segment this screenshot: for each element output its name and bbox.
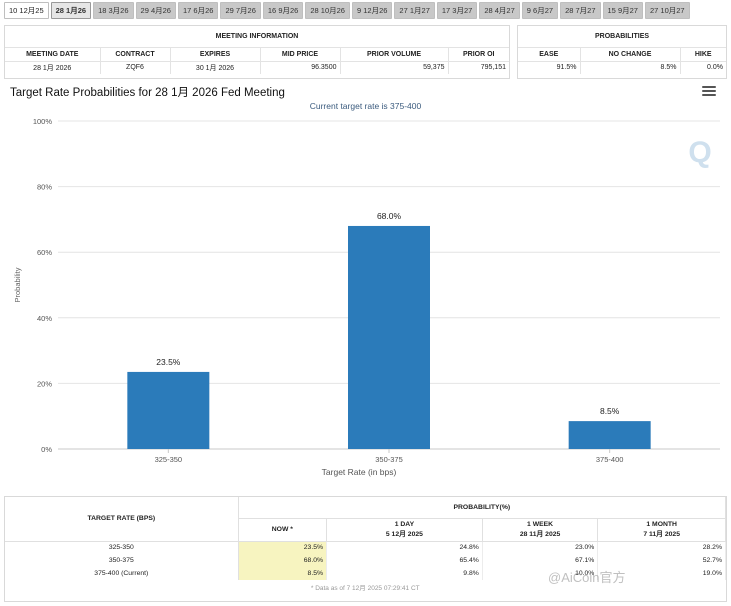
probability-cell: 52.7%: [597, 554, 726, 567]
probability-chart: 0% 20% 40% 60% 80% 100% Q 23.5% 325-350 68.0% 350-…: [13, 117, 720, 477]
table-row: 325-350 23.5% 24.8% 23.0% 28.2%: [5, 541, 726, 554]
y-tick-label: 40%: [37, 314, 52, 323]
y-tick-label: 20%: [37, 379, 52, 388]
prob-col-label: NOW *: [271, 526, 293, 533]
prob-col-label: 1 MONTH: [646, 521, 677, 528]
y-tick-label: 80%: [37, 183, 52, 192]
col-mid-price: MID PRICE: [260, 47, 341, 62]
col-expires: EXPIRES: [170, 47, 261, 62]
x-tick-label: 375-400: [596, 455, 624, 464]
meeting-tab[interactable]: 10 12月25: [4, 2, 49, 19]
prob-col-date: 28 11月 2025: [519, 531, 561, 538]
data-label: 23.5%: [156, 357, 181, 367]
meeting-tab[interactable]: 27 10月27: [644, 2, 690, 19]
x-axis-title: Target Rate (in bps): [322, 467, 397, 477]
meeting-date-value: 28 1月 2026: [5, 61, 101, 74]
ease-value: 91.5%: [518, 61, 581, 74]
meeting-tab[interactable]: 28 1月26: [50, 2, 92, 19]
meeting-tab[interactable]: 28 4月27: [479, 2, 520, 19]
probability-cell: 9.8%: [326, 567, 483, 580]
x-tick-label: 350-375: [375, 455, 403, 464]
data-label: 8.5%: [600, 406, 620, 416]
probability-cell: 23.0%: [482, 541, 599, 554]
meeting-info-panel: MEETING INFORMATION MEETING DATE CONTRAC…: [4, 25, 510, 79]
y-tick-label: 100%: [33, 117, 53, 126]
meeting-tab[interactable]: 9 12月26: [351, 2, 393, 19]
probability-cell: 24.8%: [326, 541, 483, 554]
x-tick-label: 325-350: [155, 455, 183, 464]
prob-col-date: 7 11月 2025: [643, 531, 680, 538]
y-tick-label: 60%: [37, 248, 52, 257]
probability-cell: 65.4%: [326, 554, 483, 567]
meeting-tab[interactable]: 16 9月26: [262, 2, 304, 19]
meeting-tab[interactable]: 29 4月26: [135, 2, 176, 19]
hike-value: 0.0%: [707, 64, 723, 72]
probability-cell: 10.0%: [482, 567, 599, 580]
meeting-tab[interactable]: 17 6月26: [177, 2, 219, 19]
bar: [568, 421, 651, 449]
col-prior-oi: PRIOR OI: [448, 47, 509, 62]
prior-oi-value: 795,151: [480, 64, 506, 72]
col-contract: CONTRACT: [100, 47, 171, 62]
probabilities-panel: PROBABILITIES EASE NO CHANGE HIKE 91.5% …: [517, 25, 727, 79]
rate-label: 350-375: [5, 554, 239, 567]
y-axis-title: Probability: [13, 267, 22, 302]
col-meeting-date: MEETING DATE: [5, 47, 101, 62]
meeting-tabs: 10 12月25 28 1月26 18 3月26 29 4月26 17 6月26 29 7…: [4, 2, 690, 20]
chart-subtitle: Current target rate is 375-400: [309, 101, 422, 111]
expires-value: 30 1月 2026: [170, 61, 261, 74]
col-ease: EASE: [518, 47, 581, 62]
y-tick-label: 0%: [41, 445, 52, 454]
prob-col-header: 1 DAY 5 12月 2025: [326, 518, 483, 542]
target-rate-header: TARGET RATE (BPS): [5, 497, 239, 542]
prob-col-date: 5 12月 2025: [385, 531, 423, 538]
prob-col-label: 1 WEEK: [527, 521, 554, 528]
no-change-value: 8.5%: [580, 61, 681, 74]
mid-price-value: 96.3500: [260, 61, 341, 74]
probability-table: TARGET RATE (BPS) PROBABILITY(%) NOW * 1 …: [4, 496, 727, 602]
meeting-tab[interactable]: 15 9月27: [602, 2, 643, 19]
bar: [127, 371, 210, 449]
prob-col-header: NOW *: [238, 518, 328, 542]
bar: [348, 225, 430, 449]
probability-cell: 19.0%: [597, 567, 726, 580]
prob-col-label: 1 DAY: [394, 521, 415, 528]
meeting-tab[interactable]: 27 1月27: [394, 2, 435, 19]
meeting-tab[interactable]: 17 3月27: [436, 2, 478, 19]
prob-col-header: 1 WEEK 28 11月 2025: [482, 518, 599, 542]
probability-cell: 68.0%: [238, 554, 328, 567]
table-row: 375-400 (Current) 8.5% 9.8% 10.0% 19.0%: [5, 567, 726, 580]
prior-volume-value: 59,375: [340, 61, 449, 74]
meeting-tab[interactable]: 28 10月26: [305, 2, 350, 19]
meeting-info-header: MEETING INFORMATION: [5, 26, 509, 48]
col-hike: HIKE: [680, 47, 726, 62]
data-label: 68.0%: [377, 211, 402, 221]
meeting-tab[interactable]: 28 7月27: [560, 2, 601, 19]
table-row: 350-375 68.0% 65.4% 67.1% 52.7%: [5, 554, 726, 567]
rate-label: 375-400 (Current): [5, 567, 239, 580]
col-no-change: NO CHANGE: [580, 47, 681, 62]
probabilities-header: PROBABILITIES: [518, 26, 726, 48]
contract-value: ZQF6: [100, 61, 171, 74]
q-logo-icon: Q: [688, 136, 711, 169]
probability-cell: 67.1%: [482, 554, 599, 567]
chart-menu-icon[interactable]: [702, 86, 716, 98]
meeting-tab[interactable]: 29 7月26: [220, 2, 261, 19]
probability-cell: 28.2%: [597, 541, 726, 554]
meeting-tab[interactable]: 18 3月26: [93, 2, 134, 19]
rate-label: 325-350: [5, 541, 239, 554]
data-timestamp-note: * Data as of 7 12月 2025 07:29:41 CT: [310, 585, 420, 592]
chart-title: Target Rate Probabilities for 28 1月 2026…: [10, 87, 285, 99]
probability-header: PROBABILITY(%): [238, 497, 727, 519]
probability-cell: 8.5%: [238, 567, 328, 580]
col-prior-volume: PRIOR VOLUME: [340, 47, 449, 62]
prob-col-header: 1 MONTH 7 11月 2025: [597, 518, 726, 542]
meeting-tab[interactable]: 9 6月27: [521, 2, 559, 19]
probability-cell: 23.5%: [238, 541, 328, 554]
